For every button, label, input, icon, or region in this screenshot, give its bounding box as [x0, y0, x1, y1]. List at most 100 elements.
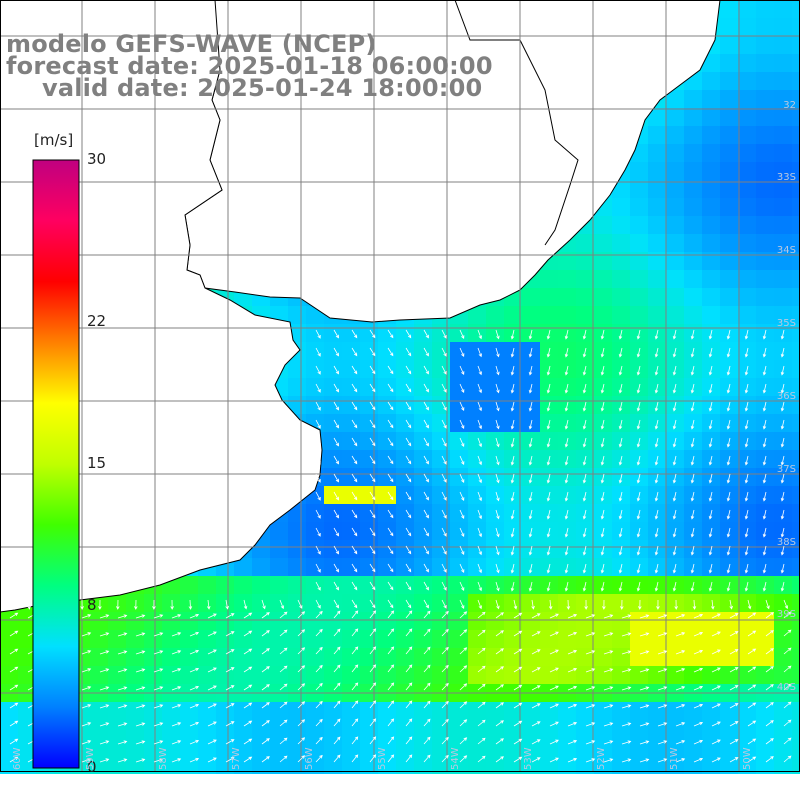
- field-cell: [684, 594, 702, 612]
- wind-arrow: [495, 419, 500, 430]
- wind-arrow: [81, 650, 92, 655]
- wind-arrow: [441, 646, 449, 655]
- wind-arrow: [603, 614, 614, 619]
- field-cell: [252, 756, 270, 774]
- field-cell: [108, 594, 126, 612]
- field-cell: [792, 720, 800, 738]
- wind-arrow: [387, 329, 394, 339]
- field-cell: [774, 72, 792, 90]
- field-cell: [558, 270, 576, 288]
- wind-arrow: [387, 628, 395, 637]
- field-cell: [774, 756, 792, 774]
- field-cell: [522, 666, 540, 684]
- wind-arrow: [243, 666, 253, 673]
- field-cell: [558, 594, 576, 612]
- wind-arrow: [603, 632, 614, 637]
- wind-arrow: [279, 683, 288, 691]
- wind-arrow: [603, 740, 614, 745]
- field-cell: [342, 324, 360, 342]
- field-cell: [486, 720, 504, 738]
- longitude-label: 58W: [158, 747, 169, 770]
- field-cell: [108, 630, 126, 648]
- wind-arrow: [618, 491, 623, 502]
- wind-arrow: [333, 455, 339, 465]
- wind-arrow: [546, 329, 551, 340]
- wind-arrow: [405, 563, 412, 573]
- longitude-label: 59W: [85, 747, 96, 770]
- wind-arrow: [765, 720, 774, 727]
- wind-arrow: [405, 455, 412, 465]
- field-cell: [522, 612, 540, 630]
- field-cell: [594, 288, 612, 306]
- field-cell: [360, 720, 378, 738]
- wind-arrow: [585, 722, 596, 727]
- field-cell: [792, 630, 800, 648]
- wind-arrow: [279, 737, 288, 745]
- wind-arrow: [423, 383, 429, 393]
- wind-arrow: [459, 347, 465, 357]
- field-cell: [360, 522, 378, 540]
- wind-arrow: [618, 455, 623, 466]
- field-cell: [342, 450, 360, 468]
- field-cell: [522, 720, 540, 738]
- field-cell: [144, 630, 162, 648]
- wind-arrow: [261, 720, 270, 727]
- wind-arrow: [564, 401, 569, 412]
- field-cell: [414, 450, 432, 468]
- field-cell: [504, 630, 522, 648]
- wind-arrow: [567, 649, 578, 655]
- field-cell: [378, 414, 396, 432]
- wind-arrow: [513, 630, 523, 637]
- wind-arrow: [351, 599, 358, 609]
- wind-arrow: [495, 563, 500, 574]
- wind-arrow: [726, 527, 731, 538]
- field-cell: [504, 666, 522, 684]
- wind-arrow: [423, 628, 431, 637]
- wind-arrow: [621, 704, 632, 709]
- field-cell: [774, 108, 792, 126]
- wind-arrow: [783, 683, 792, 691]
- wind-arrow: [582, 563, 587, 574]
- lat-lon-gridlines: [0, 0, 800, 772]
- wind-arrow: [711, 613, 721, 619]
- wind-arrow: [99, 704, 110, 709]
- field-cell: [612, 288, 630, 306]
- wind-arrow: [762, 509, 767, 520]
- wind-arrow: [780, 437, 785, 448]
- wind-arrow: [546, 509, 551, 520]
- field-cell: [558, 648, 576, 666]
- wind-arrow: [744, 581, 749, 592]
- wind-arrow: [315, 646, 323, 655]
- wind-arrow: [405, 628, 413, 637]
- wind-arrow: [675, 650, 686, 655]
- field-cell: [252, 630, 270, 648]
- wind-arrow: [726, 329, 731, 340]
- field-cell: [90, 666, 108, 684]
- wind-arrow: [510, 563, 515, 574]
- field-cell: [234, 576, 252, 594]
- field-cell: [432, 648, 450, 666]
- wind-arrow: [783, 647, 792, 655]
- field-cell: [288, 540, 306, 558]
- wind-arrow: [333, 610, 341, 619]
- wind-arrow: [459, 455, 465, 465]
- wind-arrow: [495, 491, 500, 502]
- wind-arrow: [654, 473, 659, 484]
- wind-arrow: [188, 599, 193, 610]
- field-cell: [198, 666, 216, 684]
- field-cell: [792, 108, 800, 126]
- wind-arrow: [762, 581, 767, 592]
- field-cell: [342, 648, 360, 666]
- wind-arrow: [495, 401, 500, 412]
- field-cell: [594, 270, 612, 288]
- field-cell: [630, 720, 648, 738]
- wind-arrow: [153, 722, 164, 727]
- wind-arrow: [729, 613, 739, 619]
- field-cell: [540, 594, 558, 612]
- latitude-label: 35S: [776, 318, 796, 329]
- field-cell: [342, 666, 360, 684]
- argentina-land: [0, 0, 323, 613]
- field-cell: [342, 738, 360, 756]
- field-cell: [252, 612, 270, 630]
- field-cell: [360, 450, 378, 468]
